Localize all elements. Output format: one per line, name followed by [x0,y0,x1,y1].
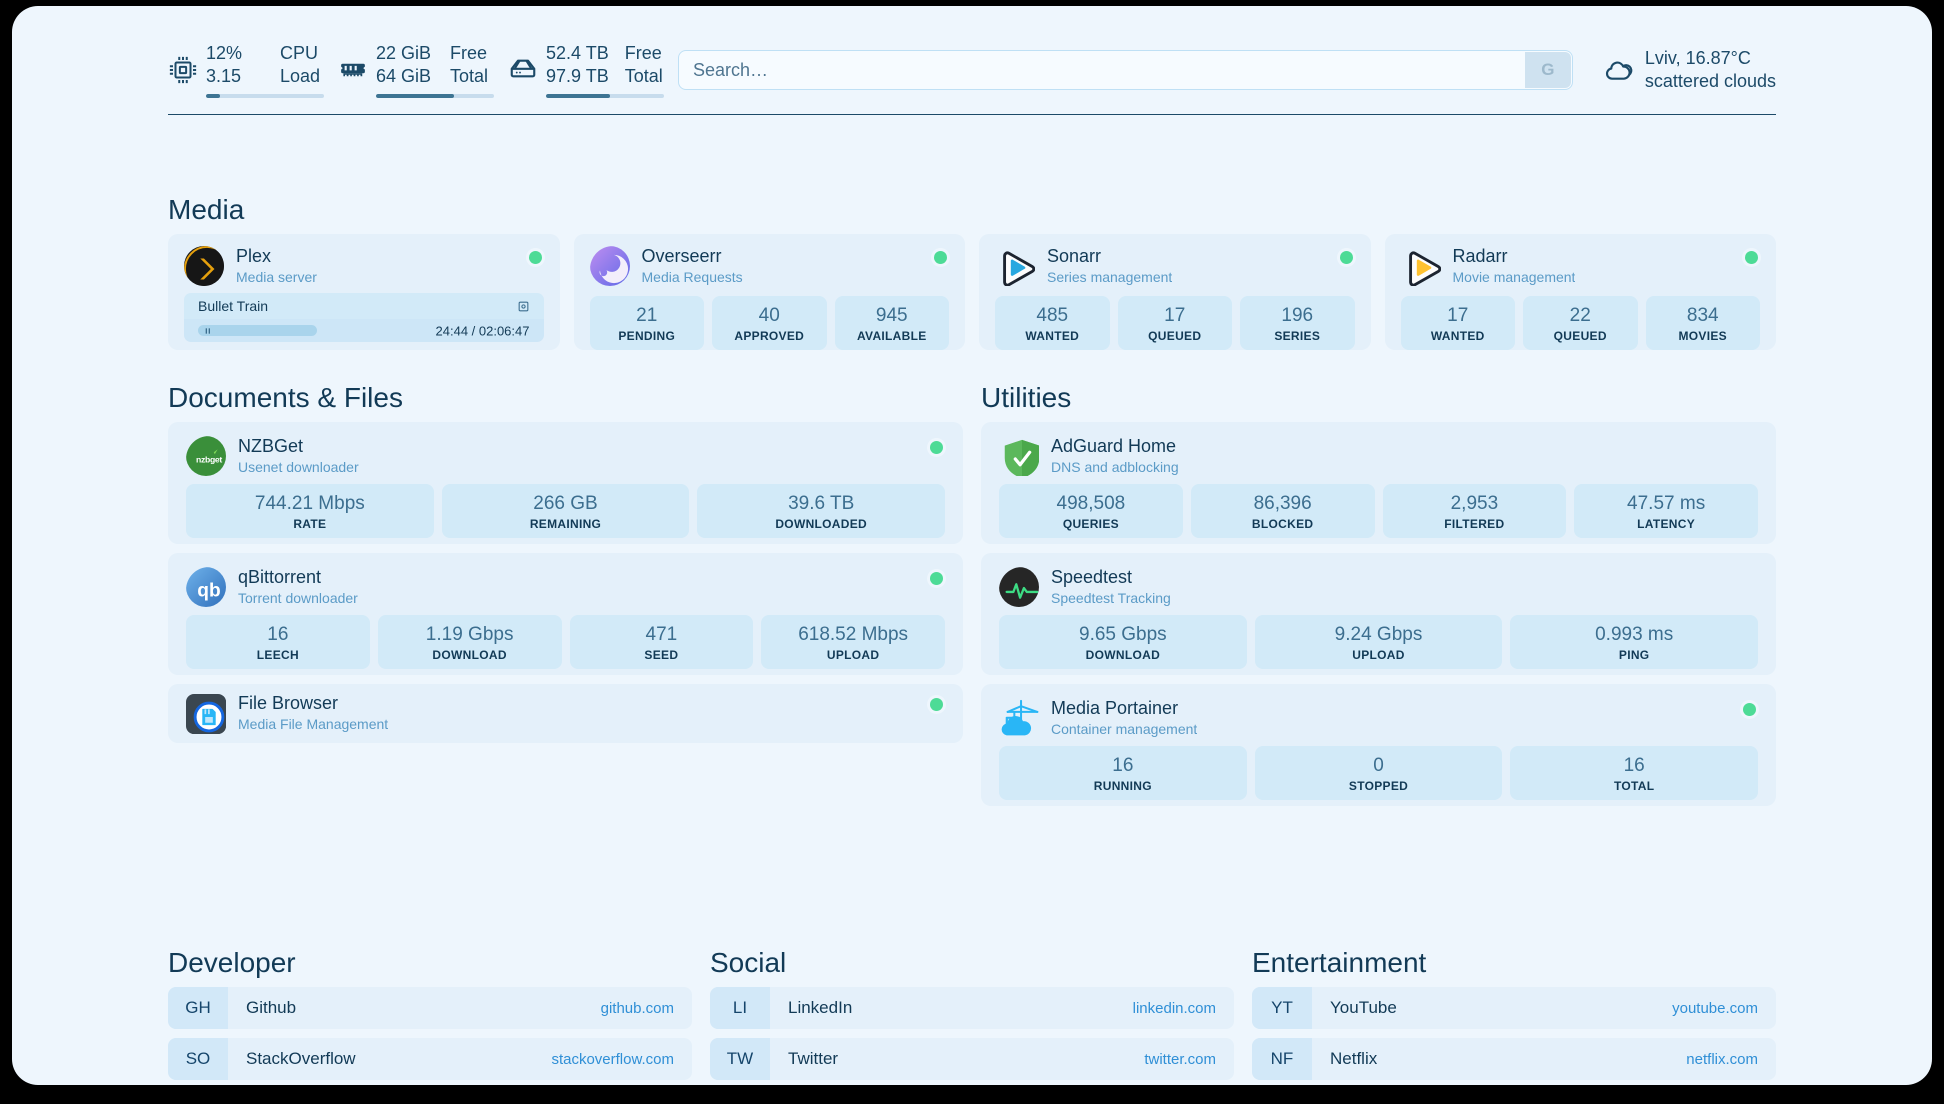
svg-text:qb: qb [197,581,220,602]
svg-text:nzbget: nzbget [196,454,222,464]
